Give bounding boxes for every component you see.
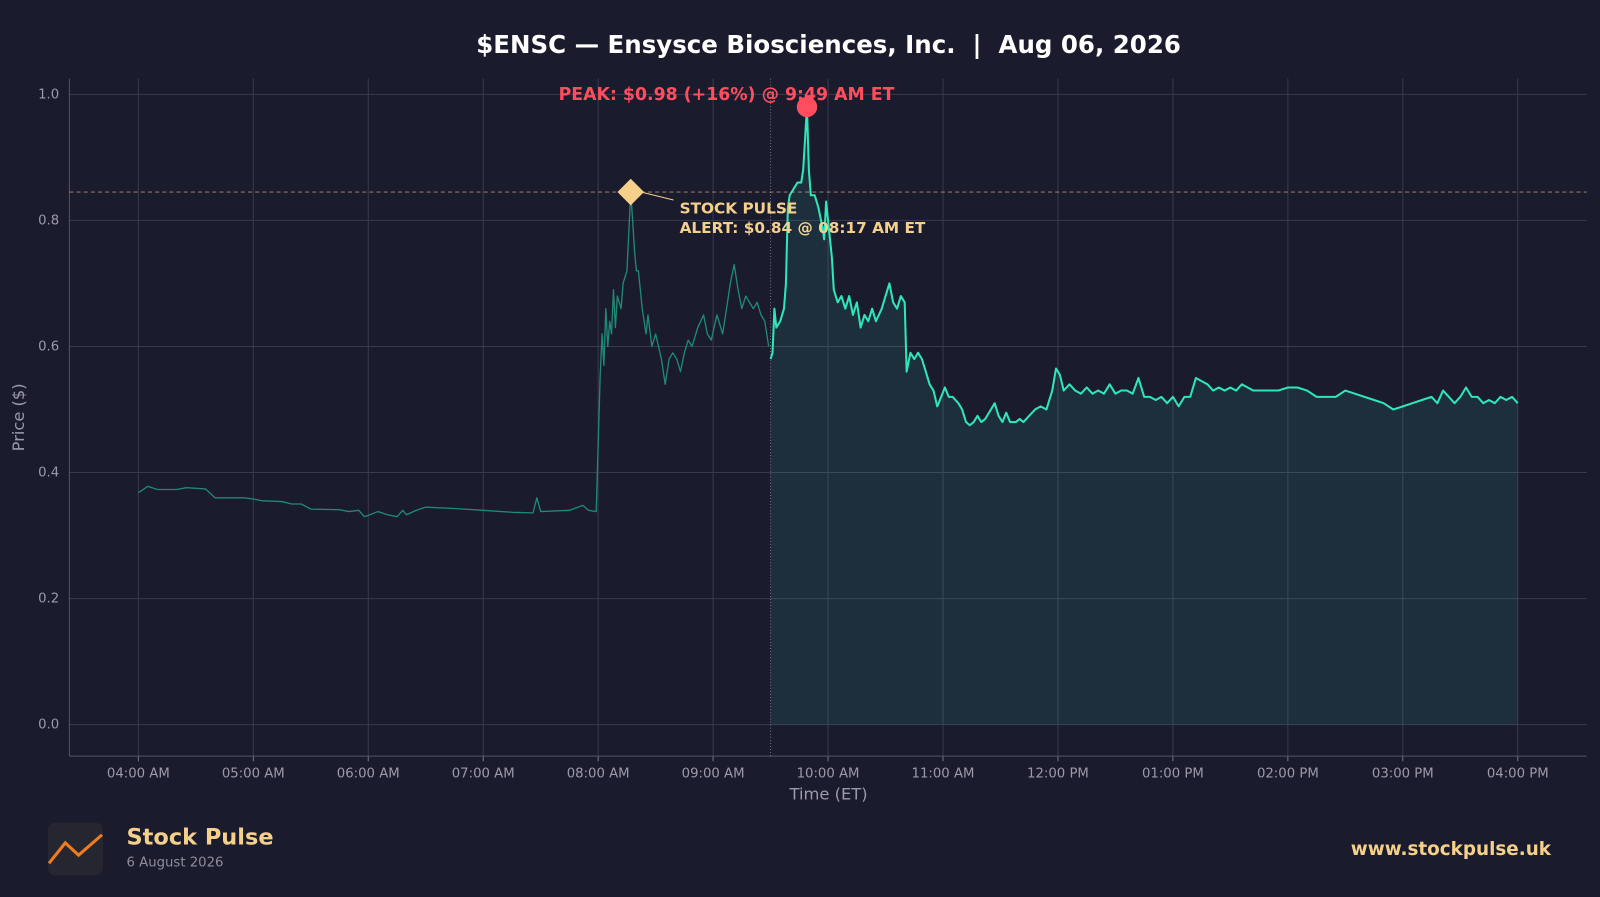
x-tick-label: 04:00 PM [1487,767,1549,782]
area-fill [770,106,1518,725]
x-tick-label: 09:00 AM [682,767,745,782]
x-tick-label: 04:00 AM [107,767,170,782]
x-tick-label: 02:00 PM [1257,767,1319,782]
y-axis-label: Price ($) [9,383,28,451]
x-tick-label: 10:00 AM [797,767,860,782]
x-tick-label: 03:00 PM [1372,767,1434,782]
chart-title: $ENSC — Ensysce Biosciences, Inc. | Aug … [476,30,1181,59]
x-tick-label: 08:00 AM [567,767,630,782]
peak-label: PEAK: $0.98 (+16%) @ 9:49 AM ET [559,85,895,105]
y-tick-label: 0.2 [38,592,59,607]
y-tick-label: 0.0 [38,718,59,733]
price-line [138,191,770,518]
logo [47,822,104,876]
x-tick-label: 07:00 AM [452,767,515,782]
x-tick-label: 12:00 PM [1027,767,1089,782]
peak-marker [796,96,818,118]
y-tick-label: 0.4 [38,466,59,481]
alert-connector [640,191,674,201]
footer: Stock Pulse 6 August 2026 www.stockpulse… [47,822,1552,876]
x-tick-label: 01:00 PM [1142,767,1204,782]
y-tick-label: 1.0 [38,87,59,102]
x-tick-label: 05:00 AM [222,767,285,782]
y-tick-label: 0.6 [38,339,59,354]
price-line [769,105,1519,427]
x-tick-label: 06:00 AM [337,767,400,782]
logo-line [47,833,104,865]
alert-label: STOCK PULSE [680,200,798,218]
footer-date: 6 August 2026 [127,855,224,870]
x-axis-label: Time (ET) [789,784,868,803]
brand-name: Stock Pulse [127,824,274,850]
x-tick-label: 11:00 AM [912,767,975,782]
alert-label: ALERT: $0.84 @ 08:17 AM ET [680,219,926,237]
y-tick-label: 0.8 [38,213,59,228]
website: www.stockpulse.uk [1351,839,1552,860]
alert-marker [617,178,644,206]
plot-area: 0.0 0.2 0.4 0.6 0.8 1.0 04:00 AM 05:00 AM 06:00 … [38,78,1587,782]
